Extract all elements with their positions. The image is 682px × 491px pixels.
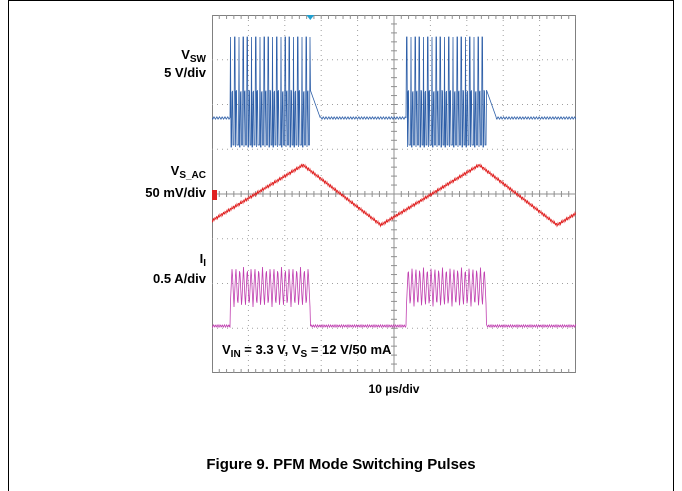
vsw-trace bbox=[212, 36, 576, 148]
channel-vsac-label: VS_AC bbox=[120, 164, 206, 183]
channel-vsac-scale: 50 mV/div bbox=[145, 185, 206, 200]
ii-name: II bbox=[199, 251, 206, 270]
vsac-ground-marker bbox=[212, 190, 217, 200]
channel-vsw-scale: 5 V/div bbox=[164, 65, 206, 80]
test-conditions: VIN = 3.3 V, VS = 12 V/50 mA bbox=[222, 342, 392, 360]
vsac-name: VS_AC bbox=[170, 163, 206, 182]
channel-vsw-label: VSW bbox=[140, 48, 206, 67]
timebase-label: 10 µs/div bbox=[368, 382, 420, 396]
channel-ii-label: II bbox=[140, 252, 206, 271]
oscilloscope-display bbox=[212, 15, 576, 373]
vsac-trace bbox=[212, 163, 576, 228]
trigger-marker bbox=[306, 15, 315, 20]
figure-caption: Figure 9. PFM Mode Switching Pulses bbox=[206, 456, 476, 473]
vsw-name: VSW bbox=[181, 47, 206, 66]
ii-trace bbox=[212, 266, 576, 329]
channel-ii-scale: 0.5 A/div bbox=[153, 271, 206, 286]
